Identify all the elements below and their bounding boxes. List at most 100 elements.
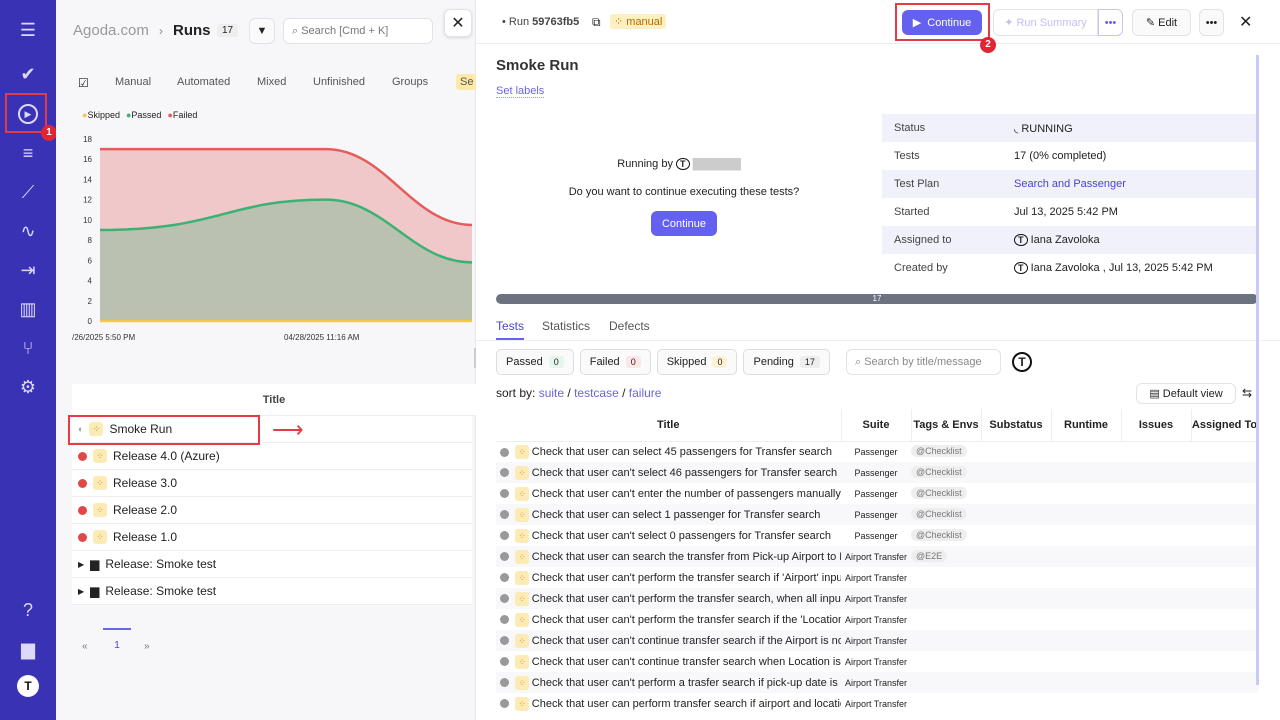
breadcrumb-project[interactable]: Agoda.com (73, 22, 149, 39)
detail-row: Tests 17 (0% completed) (882, 142, 1258, 170)
manual-icon: ⁘ (515, 633, 529, 648)
sort-suite[interactable]: suite (538, 386, 565, 400)
tag: @Checklist (911, 508, 967, 520)
test-row[interactable]: ⁘ Check that user can't perform the tran… (496, 588, 1258, 609)
tests-search-input[interactable]: ⌕ Search by title/message (846, 349, 1001, 375)
test-row[interactable]: ⁘ Check that user can't perform the tran… (496, 567, 1258, 588)
pagination-next[interactable]: » (144, 641, 150, 652)
run-row[interactable]: ◐ ⁘ Smoke Run (72, 416, 472, 443)
expand-icon[interactable]: ▶ (78, 559, 85, 569)
group-row[interactable]: ▶ ▆ Release: Smoke test (72, 551, 472, 578)
column-header[interactable]: Substatus (981, 409, 1052, 442)
column-header[interactable]: Runtime (1051, 409, 1122, 442)
tab-defects[interactable]: Defects (609, 319, 650, 333)
breadcrumb-separator: › (159, 24, 163, 38)
tab-tests[interactable]: Tests (496, 319, 525, 340)
tab-mixed[interactable]: Mixed (257, 76, 287, 88)
copy-icon[interactable]: ⧉ (592, 15, 601, 29)
avatar[interactable]: T (17, 675, 39, 697)
test-row[interactable]: ⁘ Check that user can perform transfer s… (496, 693, 1258, 714)
test-row[interactable]: ⁘ Check that user can't select 46 passen… (496, 462, 1258, 483)
detail-value[interactable]: Search and Passenger (1014, 178, 1126, 190)
more-button[interactable]: ••• (1199, 9, 1224, 36)
run-row[interactable]: ⁘ Release 3.0 (72, 470, 472, 497)
filter-failed[interactable]: Failed 0 (579, 349, 651, 375)
sort-failure[interactable]: failure (628, 386, 662, 400)
highlight-box (68, 415, 260, 445)
run-row[interactable]: ⁘ Release 2.0 (72, 497, 472, 524)
manual-icon: ⁘ (515, 654, 529, 669)
test-row[interactable]: ⁘ Check that user can select 45 passenge… (496, 441, 1258, 462)
test-row[interactable]: ⁘ Check that user can't perform the tran… (496, 609, 1258, 630)
tab-more[interactable]: Se (456, 74, 478, 90)
folder-icon[interactable]: ▆ (21, 639, 35, 659)
tab-statistics[interactable]: Statistics (542, 319, 591, 333)
menu-icon[interactable]: ☰ (19, 20, 37, 40)
run-row[interactable]: ⁘ Release 1.0 (72, 524, 472, 551)
test-title: Check that user can't select 46 passenge… (531, 466, 838, 479)
pagination-prev[interactable]: « (82, 641, 88, 652)
close-icon[interactable]: ✕ (1239, 14, 1253, 31)
column-header[interactable]: Title (496, 409, 842, 442)
tab-groups[interactable]: Groups (392, 76, 429, 88)
pending-icon (500, 468, 509, 478)
continue-prompt-button[interactable]: Continue (651, 211, 717, 236)
settings-icon[interactable]: ⚙ (19, 377, 37, 397)
run-summary-more[interactable]: ••• (1098, 9, 1123, 36)
pulse-icon[interactable]: ∿ (20, 221, 36, 241)
detail-row: Status ◟ RUNNING (882, 114, 1258, 142)
filter-passed[interactable]: Passed 0 (496, 349, 574, 375)
test-title: Check that user can select 45 passengers… (531, 445, 832, 458)
filter-pending[interactable]: Pending 17 (743, 349, 830, 375)
search-input[interactable]: ⌕ Search [Cmd + K] (283, 18, 433, 44)
steps-icon[interactable]: ⟋ (21, 182, 35, 202)
manual-icon: ⁘ (515, 549, 529, 564)
test-row[interactable]: ⁘ Check that user can't perform a trasfe… (496, 672, 1258, 693)
test-row[interactable]: ⁘ Check that user can't continue transfe… (496, 630, 1258, 651)
tab-unfinished[interactable]: Unfinished (313, 76, 365, 88)
help-icon[interactable]: ? (22, 600, 33, 620)
branch-icon[interactable]: ⑂ (22, 338, 34, 358)
filter-button[interactable]: ▼ (249, 18, 275, 44)
sort-testcase[interactable]: testcase (574, 386, 619, 400)
test-title: Check that user can't select 0 passenger… (531, 529, 832, 542)
analytics-icon[interactable]: ▥ (19, 299, 37, 319)
column-header[interactable]: Assigned To (1191, 409, 1259, 442)
close-icon[interactable]: ✕ (444, 9, 472, 37)
set-labels-link[interactable]: Set labels (496, 85, 545, 98)
settings-sliders-icon[interactable]: ⇆ (1242, 386, 1253, 400)
select-all-icon[interactable]: ☑ (78, 76, 89, 90)
plans-icon[interactable]: ≡ (22, 143, 34, 163)
filter-skipped[interactable]: Skipped 0 (656, 349, 738, 375)
column-header[interactable]: Tags & Envs (911, 409, 982, 442)
manual-icon: ⁘ (515, 486, 529, 501)
expand-icon[interactable]: ▶ (78, 586, 85, 596)
runs-icon[interactable]: ▶ (18, 104, 38, 124)
column-header[interactable]: Suite (841, 409, 912, 442)
legend-passed: ●Passed (125, 110, 162, 120)
scrollbar[interactable] (474, 348, 476, 368)
run-row[interactable]: ⁘ Release 4.0 (Azure) (72, 443, 472, 470)
y-tick: 0 (88, 317, 93, 326)
test-row[interactable]: ⁘ Check that user can't continue transfe… (496, 651, 1258, 672)
test-row[interactable]: ⁘ Check that user can search the transfe… (496, 546, 1258, 567)
test-row[interactable]: ⁘ Check that user can't select 0 passeng… (496, 525, 1258, 546)
column-header[interactable]: Issues (1121, 409, 1192, 442)
scrollbar[interactable] (1256, 55, 1259, 685)
import-icon[interactable]: ⇥ (20, 260, 36, 280)
tab-automated[interactable]: Automated (177, 76, 231, 88)
edit-button[interactable]: ✎ Edit (1132, 9, 1191, 36)
test-row[interactable]: ⁘ Check that user can't enter the number… (496, 483, 1258, 504)
continue-button[interactable]: ▶ Continue (902, 10, 982, 35)
pagination-page[interactable]: 1 (103, 628, 131, 651)
avatar[interactable]: T (1012, 352, 1032, 372)
test-row[interactable]: ⁘ Check that user can select 1 passenger… (496, 504, 1258, 525)
tab-manual[interactable]: Manual (115, 76, 152, 88)
manual-icon: ⁘ (515, 444, 529, 459)
test-title: Check that user can't continue transfer … (531, 634, 841, 647)
default-view-select[interactable]: ▤ Default view (1136, 383, 1236, 404)
manual-icon: ⁘ (515, 465, 529, 480)
run-summary-button[interactable]: ✦ Run Summary (993, 9, 1098, 36)
group-row[interactable]: ▶ ▆ Release: Smoke test (72, 578, 472, 605)
check-icon[interactable]: ✔ (20, 64, 36, 84)
